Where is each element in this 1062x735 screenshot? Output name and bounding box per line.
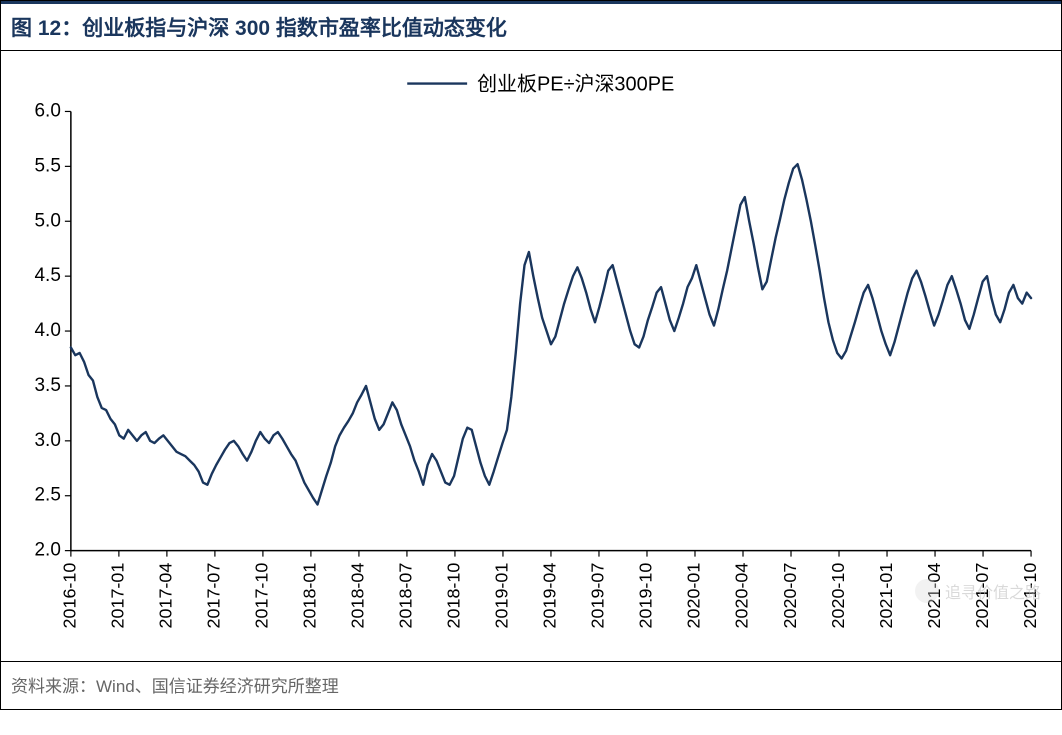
chart-plot-area: 创业板PE÷沪深300PE 2.0 2.5 3.0 3.5 4.0 4.5 5.0 5.5 6.0… — [1, 51, 1061, 661]
x-tick-label: 2018-10 — [444, 563, 464, 629]
y-tick-label: 4.5 — [35, 265, 61, 286]
y-tick-label: 2.0 — [35, 540, 61, 561]
title-row: 图 12：创业板指与沪深 300 指数市盈率比值动态变化 — [1, 1, 1061, 51]
x-tick-label: 2018-04 — [348, 563, 368, 629]
y-tick-label: 5.5 — [35, 155, 61, 176]
x-tick-label: 2020-04 — [732, 563, 752, 629]
y-tick-label: 3.0 — [35, 430, 61, 451]
x-tick-label: 2021-01 — [876, 563, 896, 629]
x-tick-label: 2019-04 — [540, 563, 560, 629]
x-tick-label: 2020-10 — [828, 563, 848, 629]
y-tick-label: 3.5 — [35, 375, 61, 396]
x-tick-label: 2018-07 — [396, 563, 416, 629]
x-tick-label: 2019-07 — [588, 563, 608, 629]
wechat-icon — [915, 579, 939, 603]
y-tick-label: 2.5 — [35, 485, 61, 506]
source-text: 资料来源：Wind、国信证券经济研究所整理 — [11, 677, 339, 696]
x-tick-label: 2020-01 — [684, 563, 704, 629]
data-line — [71, 164, 1031, 504]
y-tick-label: 5.0 — [35, 210, 61, 231]
y-tick-label: 4.0 — [35, 320, 61, 341]
figure-container: 图 12：创业板指与沪深 300 指数市盈率比值动态变化 创业板PE÷沪深300… — [0, 0, 1062, 710]
source-row: 资料来源：Wind、国信证券经济研究所整理 — [1, 661, 1061, 709]
y-tick-label: 6.0 — [35, 100, 61, 121]
x-tick-label: 2016-10 — [60, 563, 80, 629]
watermark-text: 追寻价值之路 — [945, 579, 1041, 603]
x-tick-label: 2017-04 — [156, 563, 176, 629]
x-tick-label: 2019-10 — [636, 563, 656, 629]
x-tick-label: 2017-01 — [108, 563, 128, 629]
chart-svg: 创业板PE÷沪深300PE 2.0 2.5 3.0 3.5 4.0 4.5 5.0 5.5 6.0… — [1, 51, 1061, 661]
x-tick-label: 2018-01 — [300, 563, 320, 629]
x-tick-label: 2020-07 — [780, 563, 800, 629]
watermark: 追寻价值之路 — [915, 579, 1041, 603]
x-tick-label: 2017-10 — [252, 563, 272, 629]
figure-title: 图 12：创业板指与沪深 300 指数市盈率比值动态变化 — [11, 12, 507, 42]
x-tick-label: 2017-07 — [204, 563, 224, 629]
legend-label: 创业板PE÷沪深300PE — [477, 73, 674, 96]
x-tick-label: 2019-01 — [492, 563, 512, 629]
